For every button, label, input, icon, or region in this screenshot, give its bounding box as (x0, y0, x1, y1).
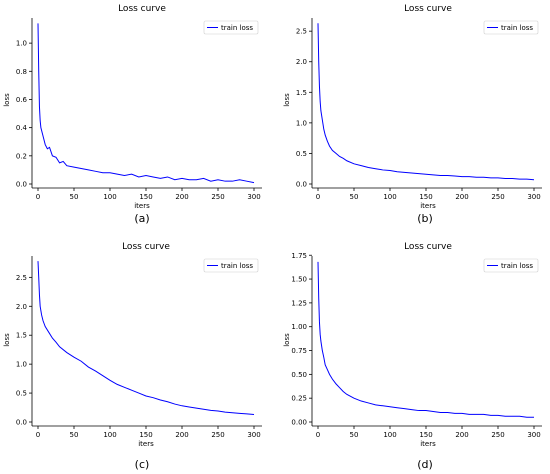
x-tick-label-b: 100 (383, 193, 396, 201)
y-tick-label-a: 0.2 (16, 152, 27, 160)
y-tick-label-a: 0.8 (16, 68, 27, 76)
x-tick-label-a: 50 (70, 193, 79, 201)
x-axis-label-b: iters (420, 202, 436, 210)
y-axis-label-b: loss (283, 93, 291, 107)
x-tick-label-d: 300 (527, 431, 540, 439)
x-axis-label-d: iters (420, 440, 436, 448)
x-tick-label-d: 200 (455, 431, 468, 439)
x-tick-label-d: 250 (491, 431, 504, 439)
x-tick-label-d: 150 (419, 431, 432, 439)
plot-area-d: 0 50 100 150 200 250 300 0.00 0.25 0.50 0.75 1.00 1.… (291, 252, 542, 439)
x-tick-label-b: 150 (419, 193, 432, 201)
x-tick-label-b: 0 (316, 193, 320, 201)
plot-area-b: 0 50 100 150 200 250 300 0.0 0.5 1.0 1.5 2.0 2.5 trai… (296, 18, 542, 201)
chart-title-a: Loss curve (118, 4, 166, 14)
y-axis-label-d: loss (283, 333, 291, 347)
x-tick-label-c: 150 (139, 431, 152, 439)
y-tick-label-b: 0.5 (296, 150, 307, 158)
x-tick-label-a: 200 (175, 193, 188, 201)
y-tick-label-a: 0.6 (16, 96, 28, 104)
chart-title-d: Loss curve (404, 242, 452, 252)
y-tick-label-b: 2.0 (296, 58, 307, 66)
x-tick-label-d: 0 (316, 431, 320, 439)
legend-box-b (483, 20, 539, 35)
x-tick-label-c: 0 (36, 431, 40, 439)
y-tick-label-a: 0.0 (16, 181, 27, 189)
legend-label-c: train loss (221, 262, 253, 270)
y-tick-label-c: 2.0 (16, 303, 27, 311)
caption-c: (c) (135, 458, 150, 471)
x-tick-label-c: 100 (103, 431, 116, 439)
y-tick-label-c: 1.5 (16, 332, 27, 340)
y-tick-label-b: 1.0 (296, 119, 307, 127)
y-tick-label-c: 2.5 (16, 274, 27, 282)
y-tick-label-d: 0.25 (291, 395, 307, 403)
x-tick-label-a: 250 (211, 193, 224, 201)
panel-b: 0 50 100 150 200 250 300 0.0 0.5 1.0 1.5 2.0 2.5 trai… (283, 4, 542, 225)
panel-a: 0 50 100 150 200 250 300 0.0 0.2 0.4 0.6 0.8 1.0 trai… (3, 4, 262, 225)
legend-box-d (483, 258, 539, 273)
y-axis-label-a: loss (3, 93, 11, 107)
y-tick-label-d: 1.00 (291, 323, 307, 331)
y-tick-label-b: 1.5 (296, 89, 307, 97)
series-line-d (317, 261, 534, 418)
y-tick-label-c: 1.0 (16, 361, 27, 369)
series-line-c (37, 261, 255, 415)
chart-title-c: Loss curve (122, 242, 170, 252)
x-tick-label-b: 250 (491, 193, 504, 201)
legend-label-d: train loss (501, 262, 533, 270)
x-tick-label-b: 200 (455, 193, 468, 201)
y-tick-label-c: 0.5 (16, 390, 27, 398)
x-tick-label-d: 100 (383, 431, 396, 439)
chart-title-b: Loss curve (404, 4, 452, 14)
caption-a: (a) (134, 212, 149, 225)
legend-box-a (203, 20, 259, 35)
y-tick-label-d: 0.50 (291, 371, 307, 379)
legend-label-b: train loss (501, 24, 533, 32)
y-tick-label-a: 1.0 (16, 40, 27, 48)
x-axis-label-a: iters (134, 202, 150, 210)
x-tick-label-a: 300 (247, 193, 260, 201)
x-tick-label-b: 300 (527, 193, 540, 201)
caption-b: (b) (417, 212, 433, 225)
x-tick-label-a: 150 (139, 193, 152, 201)
y-tick-label-a: 0.4 (16, 124, 28, 132)
series-line-b (317, 23, 535, 181)
y-tick-label-d: 0.00 (291, 419, 307, 427)
y-tick-label-b: 2.5 (296, 28, 307, 36)
y-axis-label-c: loss (3, 333, 11, 347)
series-line-a (37, 23, 255, 184)
panel-c: 0 50 100 150 200 250 300 0.0 0.5 1.0 1.5 2.0 2.5 trai… (3, 242, 262, 471)
x-tick-label-a: 0 (36, 193, 40, 201)
plot-area-a: 0 50 100 150 200 250 300 0.0 0.2 0.4 0.6 0.8 1.0 trai… (16, 18, 262, 201)
panel-d: 0 50 100 150 200 250 300 0.00 0.25 0.50 0.75 1.00 1.… (283, 242, 542, 471)
x-tick-label-a: 100 (103, 193, 116, 201)
x-tick-label-d: 50 (350, 431, 359, 439)
caption-d: (d) (417, 458, 433, 471)
y-tick-label-d: 0.75 (291, 347, 307, 355)
legend-label-a: train loss (221, 24, 253, 32)
y-tick-label-d: 1.75 (291, 252, 307, 260)
x-tick-label-c: 250 (211, 431, 224, 439)
legend-box-c (203, 258, 259, 273)
y-tick-label-d: 1.50 (291, 276, 307, 284)
plot-area-c: 0 50 100 150 200 250 300 0.0 0.5 1.0 1.5 2.0 2.5 trai… (16, 256, 262, 439)
x-tick-label-c: 200 (175, 431, 188, 439)
y-tick-label-d: 1.25 (291, 299, 307, 307)
y-tick-label-c: 0.0 (16, 419, 27, 427)
x-axis-label-c: iters (138, 440, 154, 448)
x-tick-label-c: 300 (247, 431, 260, 439)
x-tick-label-c: 50 (70, 431, 79, 439)
x-tick-label-b: 50 (350, 193, 359, 201)
y-tick-label-b: 0.0 (296, 181, 307, 189)
